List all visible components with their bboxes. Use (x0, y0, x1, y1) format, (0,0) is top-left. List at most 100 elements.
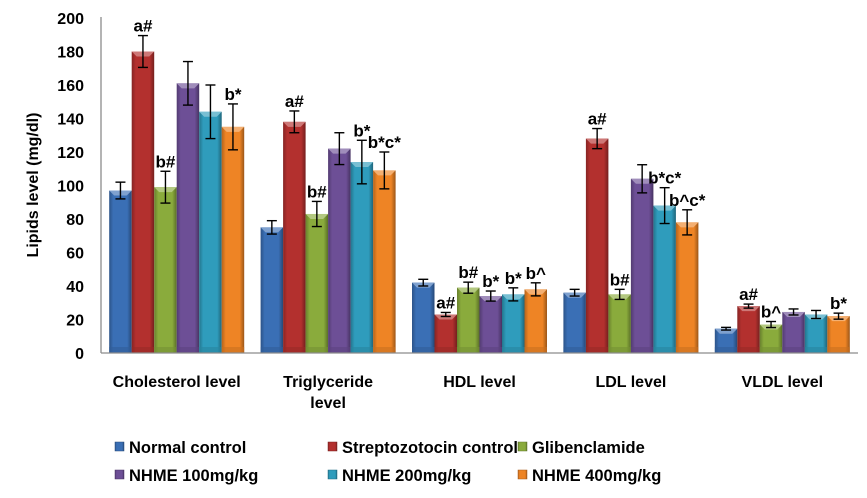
legend-swatch (517, 469, 528, 480)
legend-label: Glibenclamide (532, 439, 645, 457)
y-tick-label: 40 (66, 279, 84, 296)
error-bar (334, 132, 345, 166)
bar-base (412, 347, 435, 353)
error-bars (115, 34, 844, 331)
significance-label: a# (739, 285, 758, 304)
x-category-label: Triglyceride (283, 374, 373, 391)
significance-label: a# (285, 92, 304, 111)
bar (737, 306, 760, 353)
bar (221, 126, 245, 353)
error-bar (530, 282, 541, 297)
bar-base (373, 347, 396, 353)
legend-label: NHME 400mg/kg (532, 467, 661, 485)
bar (260, 227, 284, 353)
bar (283, 121, 306, 353)
significance-label: b^c* (669, 191, 706, 210)
error-bar (508, 287, 519, 302)
bar (457, 287, 480, 353)
y-tick-label: 200 (57, 11, 84, 28)
bar-base (199, 347, 222, 353)
y-tick-label: 60 (66, 246, 84, 263)
significance-label: a# (588, 110, 607, 129)
bar (608, 294, 631, 353)
y-tick-label: 120 (57, 145, 84, 162)
legend-label: Streptozotocin control (342, 439, 518, 457)
bar (350, 162, 374, 353)
error-bar (721, 326, 732, 331)
bar-base (502, 347, 525, 353)
bar (412, 282, 435, 353)
error-bar (205, 84, 216, 140)
bar-base (221, 347, 245, 353)
error-bar (356, 139, 367, 185)
error-bar (485, 290, 496, 302)
legend-label: Normal control (129, 439, 246, 457)
bar-base (630, 347, 654, 353)
significance-label: b* (830, 294, 847, 313)
error-bar (788, 308, 799, 316)
significance-label: b^ (526, 264, 546, 283)
error-bar (440, 311, 451, 318)
x-category-label: LDL level (595, 374, 666, 391)
error-bar (833, 312, 844, 320)
error-bar (743, 303, 754, 309)
legend-item: NHME 400mg/kg (517, 467, 661, 485)
bar-base (782, 347, 805, 353)
bar-base (457, 347, 480, 353)
error-bar (289, 110, 300, 134)
x-category-label: VLDL level (742, 374, 824, 391)
significance-label: b# (156, 152, 176, 171)
x-category-label: Cholesterol level (113, 374, 241, 391)
bar-base (524, 347, 547, 353)
bar-base (131, 347, 155, 353)
bar-base (350, 347, 374, 353)
legend-swatch (327, 469, 338, 480)
bar (131, 51, 155, 353)
bar-base (434, 347, 457, 353)
bar-base (305, 347, 329, 353)
bar-base (283, 347, 306, 353)
significance-label: a# (133, 17, 152, 36)
significance-label: b* (224, 85, 241, 104)
bar (305, 213, 329, 353)
error-bar (137, 34, 148, 69)
y-tick-label: 180 (57, 45, 84, 62)
y-tick-label: 160 (57, 78, 84, 95)
bar-base (714, 347, 738, 353)
bar (109, 190, 132, 353)
bar (714, 328, 738, 353)
bar (804, 314, 828, 353)
error-bar (592, 127, 603, 150)
bar (782, 311, 805, 353)
bar-base (328, 347, 351, 353)
x-category-label: level (310, 395, 346, 412)
legend-swatch (517, 441, 528, 452)
significance-label: a# (436, 293, 455, 312)
error-bar (311, 200, 322, 228)
bar (563, 292, 586, 353)
annotations: a#b#b* a#b#b*b*c*a#b# b* b* b^a#b#b*c*b^c*a#… (133, 17, 847, 322)
error-bar (379, 151, 390, 190)
bar (199, 111, 222, 353)
bar-base (759, 347, 783, 353)
legend-swatch (327, 441, 338, 452)
legend-swatch (114, 441, 125, 452)
bar (653, 205, 676, 353)
x-category-label: HDL level (443, 374, 516, 391)
bar (434, 314, 457, 353)
error-bar (463, 281, 474, 294)
bar (502, 294, 525, 353)
bars (109, 51, 850, 353)
bar (675, 222, 699, 353)
error-bar (227, 103, 238, 151)
significance-label: b*c* (648, 169, 681, 188)
significance-label: b*c* (368, 133, 401, 152)
error-bar (569, 288, 580, 297)
error-bar (115, 181, 126, 200)
bar (759, 324, 783, 353)
bar-base (260, 347, 284, 353)
error-bar (637, 164, 648, 194)
legend-item: NHME 200mg/kg (327, 467, 471, 485)
significance-label: b# (307, 182, 327, 201)
y-tick-label: 0 (75, 346, 84, 363)
